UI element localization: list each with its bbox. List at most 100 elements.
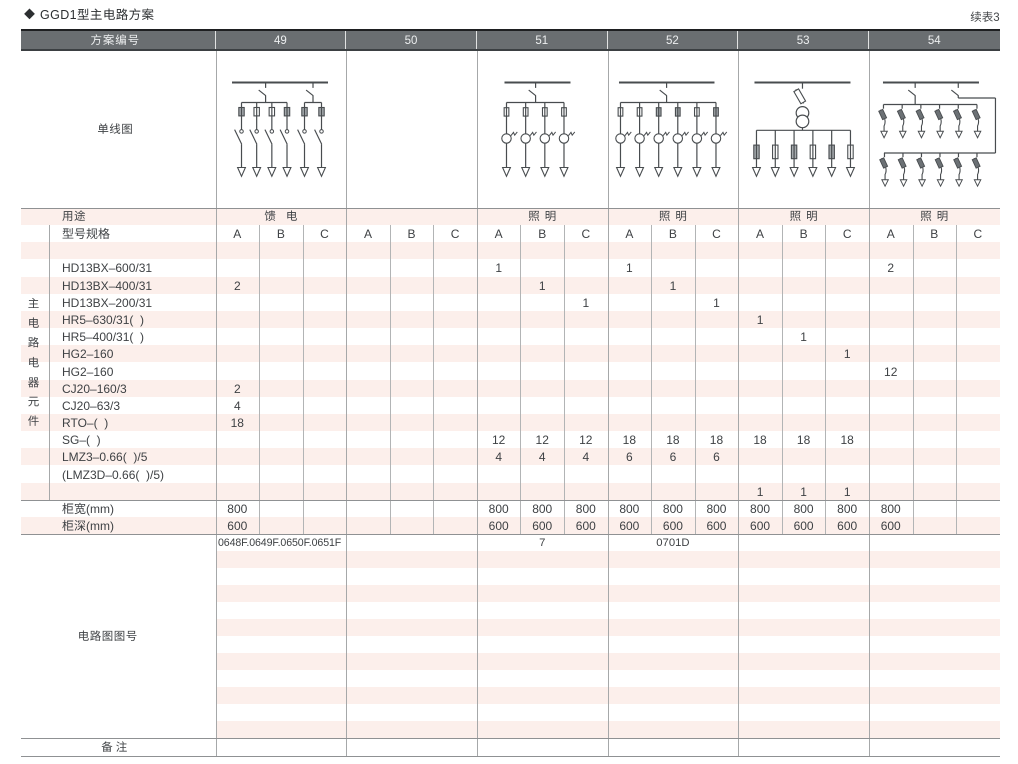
qty-cell: 2 [233,276,241,294]
phase-header-cell: B [407,225,416,243]
qty-cell [825,277,869,294]
spec-header-row: 型号规格 A B C A B C A B C A B C A B C A B C [21,225,1000,243]
qty-cell [608,397,652,414]
phase-header-cell: A [886,225,895,243]
qty-cell: 800 [880,499,901,517]
qty-cell [390,431,434,448]
qty-cell: 12 [579,431,593,449]
qty-cell [825,259,869,276]
usage-row: 用途 馈电 照明 照明 照明 照明 [21,207,1000,226]
qty-cell [216,294,260,311]
qty-cell [259,414,303,431]
qty-cell [477,328,521,345]
qty-cell: 800 [619,499,640,517]
qty-cell [216,465,260,482]
component-label: CJ20–63/3 [62,396,121,414]
qty-cell [520,242,564,259]
spec-row-label: 型号规格 [62,225,111,243]
qty-cell [477,242,521,259]
usage-row-label: 用途 [62,208,86,225]
qty-cell [520,362,564,379]
qty-cell [346,277,390,294]
qty-cell: 800 [750,499,771,517]
qty-cell [913,242,957,259]
qty-cell [869,277,913,294]
component-label: HR5–400/31( ) [62,328,145,346]
phase-header-cell: C [973,225,983,243]
qty-cell: 18 [666,431,680,449]
qty-cell [651,465,695,482]
qty-cell: 600 [488,516,509,534]
qty-cell: 1 [800,328,807,346]
phase-header-cell: A [756,225,765,243]
qty-cell [651,345,695,362]
qty-cell: 800 [488,499,509,517]
usage-cell [346,208,477,225]
qty-cell [477,277,521,294]
qty-cell [390,277,434,294]
qty-cell [520,328,564,345]
component-label: HG2–160 [62,345,114,363]
scheme-column-header: 49 [216,31,347,49]
scheme-column-header: 52 [608,31,739,49]
qty-cell: 800 [227,499,248,517]
qty-cell [303,465,347,482]
qty-cell [869,311,913,328]
qty-cell [869,414,913,431]
qty-cell [303,431,347,448]
component-label: HD13BX–600/31 [62,259,153,277]
qty-cell [433,465,477,482]
qty-cell [738,242,782,259]
qty-cell [913,259,957,276]
qty-cell [259,380,303,397]
drawing-number-section: 0648F.0649F.0650F.0651F 7 0701D 电路图图号 [21,533,1000,739]
qty-cell [216,431,260,448]
qty-cell: 600 [662,516,683,534]
qty-cell [956,311,1000,328]
qty-cell [564,397,608,414]
table-header-bar: 方案编号 49 50 51 52 53 54 [21,29,1000,51]
drawing-number-section-label: 电路图图号 [77,628,138,645]
phase-header-cell: B [930,225,939,243]
qty-cell [346,448,390,465]
qty-cell [869,294,913,311]
qty-cell [956,277,1000,294]
scheme-column-header: 53 [738,31,869,49]
qty-cell [346,311,390,328]
qty-cell: 1 [843,482,851,500]
main-circuit-components-label: 主电路电器元件 [25,296,42,434]
qty-cell [390,380,434,397]
usage-cell: 馈电 [264,208,308,225]
qty-cell: 1 [495,259,502,277]
qty-cell [825,294,869,311]
qty-cell [259,465,303,482]
page-title: GGD1型主电路方案 [40,4,155,23]
qty-cell [825,380,869,397]
qty-cell [346,259,390,276]
qty-cell: 1 [843,345,851,363]
phase-header-cell: C [581,225,591,243]
component-row: HD13BX–200/31 1 1 [21,293,1000,311]
qty-cell: 6 [626,448,633,466]
qty-cell [346,242,390,259]
qty-cell [216,448,260,465]
qty-cell: 6 [713,448,720,466]
qty-cell [738,294,782,311]
qty-cell [738,448,782,465]
qty-cell [390,465,434,482]
qty-cell [520,483,564,500]
drawing-number-cell [869,534,1000,551]
component-label: RTO–( ) [62,414,109,432]
component-row: HG2–160 12 [21,362,1000,380]
qty-cell [346,414,390,431]
qty-cell [390,483,434,500]
qty-cell: 600 [575,516,596,534]
qty-cell [738,362,782,379]
qty-cell [303,311,347,328]
phase-header-cell: C [842,225,852,243]
qty-cell [259,277,303,294]
qty-cell [520,294,564,311]
qty-cell [738,328,782,345]
qty-cell [738,380,782,397]
